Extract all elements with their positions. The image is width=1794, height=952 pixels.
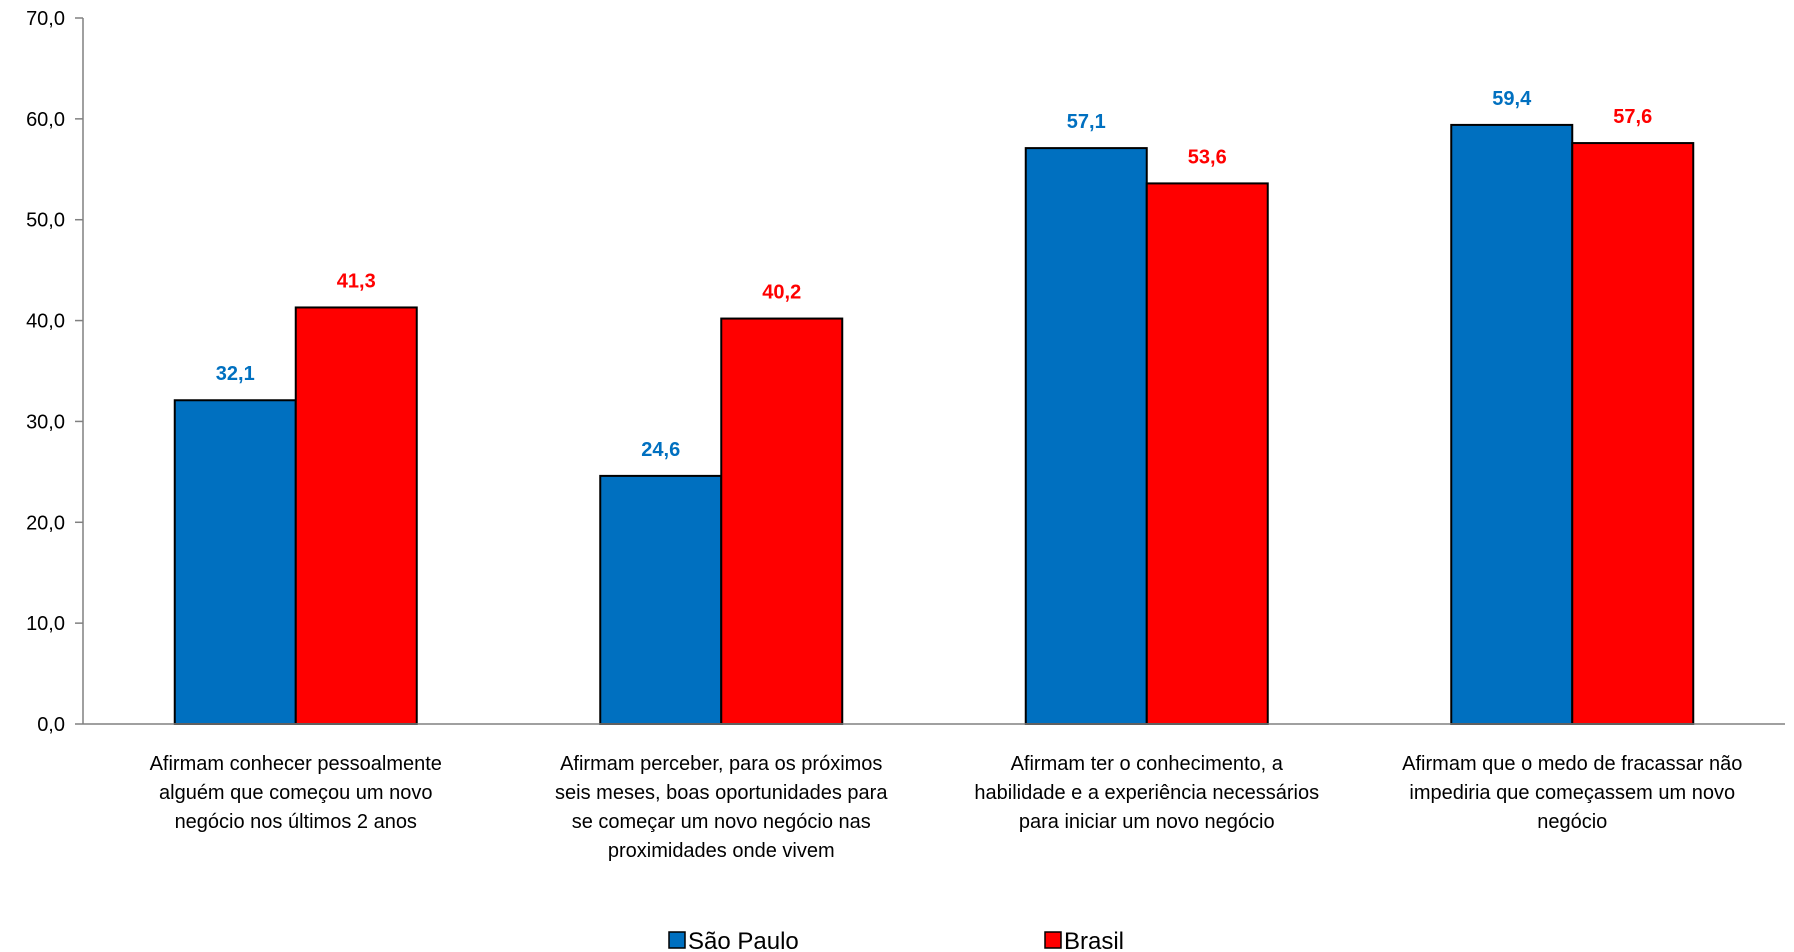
data-label: 57,6 (1613, 106, 1652, 128)
category-label: proximidades onde vivem (608, 840, 835, 862)
bar-brasil (294, 306, 418, 725)
category-label: se começar um novo negócio nas (572, 811, 871, 833)
bar-sao-paulo (1024, 147, 1148, 725)
legend-swatch (1044, 931, 1062, 949)
bar-brasil (1145, 182, 1269, 726)
legend-label: Brasil (1064, 928, 1124, 952)
y-tick-label: 70,0 (26, 8, 65, 30)
y-tick-label: 50,0 (26, 210, 65, 232)
x-axis: Afirmam conhecer pessoalmente alguém que … (83, 723, 1785, 862)
category-label: seis meses, boas oportunidades para (555, 782, 888, 804)
category-label: Afirmam ter o conhecimento, a (1011, 753, 1284, 775)
legend-label: São Paulo (688, 928, 799, 952)
y-axis: 0,0 10,0 20,0 30,0 40,0 50,0 60,0 70,0 (26, 8, 84, 736)
bar-sao-paulo (599, 474, 723, 725)
data-label: 24,6 (641, 439, 680, 461)
y-tick-label: 10,0 (26, 613, 65, 635)
category-label: Afirmam que o medo de fracassar não (1402, 753, 1742, 775)
data-label: 59,4 (1492, 88, 1532, 110)
data-label: 41,3 (337, 270, 376, 292)
category-label: Afirmam perceber, para os próximos (560, 753, 882, 775)
data-label: 53,6 (1188, 146, 1227, 168)
category-label: impediria que começassem um novo (1409, 782, 1735, 804)
bar-sao-paulo (173, 399, 297, 725)
data-label: 40,2 (762, 282, 801, 304)
y-tick-label: 60,0 (26, 109, 65, 131)
category-label: negócio nos últimos 2 anos (175, 811, 417, 833)
y-tick-label: 30,0 (26, 411, 65, 433)
data-label: 32,1 (216, 363, 255, 385)
category-label: alguém que começou um novo (159, 782, 433, 804)
bar-brasil (720, 317, 844, 725)
bar-brasil (1571, 142, 1695, 725)
category-label: para iniciar um novo negócio (1019, 811, 1275, 833)
y-tick-label: 40,0 (26, 311, 65, 333)
category-label: negócio (1537, 811, 1607, 833)
y-tick-label: 0,0 (37, 714, 65, 736)
bar-sao-paulo (1450, 123, 1574, 725)
y-tick-label: 20,0 (26, 512, 65, 534)
data-labels: 32,1 41,3 24,6 40,2 57,1 53,6 59,4 57,6 (216, 88, 1652, 461)
legend-swatch (668, 931, 686, 949)
category-label: Afirmam conhecer pessoalmente (150, 753, 442, 775)
bars (173, 123, 1695, 726)
data-label: 57,1 (1067, 111, 1106, 133)
category-label: habilidade e a experiência necessários (974, 782, 1319, 804)
legend: São Paulo Brasil (668, 928, 1124, 952)
